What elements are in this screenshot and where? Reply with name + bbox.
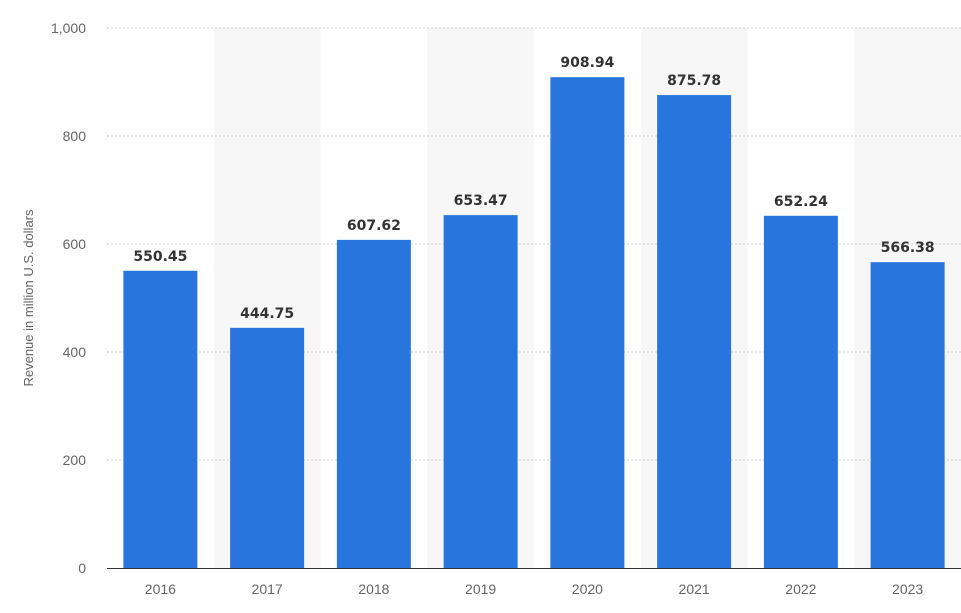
x-tick-label-2020: 2020	[572, 581, 603, 597]
bar-2018	[336, 239, 411, 568]
x-tick-label-2019: 2019	[465, 581, 496, 597]
x-tick-label-2021: 2021	[679, 581, 710, 597]
bar-2020	[550, 77, 625, 569]
data-label-2022: 652.24	[774, 194, 828, 210]
x-axis-ticks: 2016 2017 2018 2019 2020 2021 2022 2023	[145, 581, 924, 597]
bar-2019	[443, 215, 518, 568]
bar-2016	[123, 270, 198, 568]
data-label-2021: 875.78	[667, 73, 721, 89]
data-label-2018: 607.62	[347, 218, 401, 234]
data-label-2017: 444.75	[240, 306, 294, 322]
x-tick-label-2018: 2018	[358, 581, 389, 597]
y-axis-title: Revenue in million U.S. dollars	[21, 209, 36, 387]
data-labels: 550.45 444.75 607.62 653.47 908.94 875.78 652.…	[133, 55, 934, 322]
y-tick-label: 200	[63, 452, 87, 468]
bar-2021	[657, 95, 732, 568]
y-tick-label: 600	[63, 236, 87, 252]
x-tick-label-2023: 2023	[892, 581, 923, 597]
x-tick-label-2017: 2017	[252, 581, 283, 597]
bars	[123, 77, 945, 569]
x-tick-label-2016: 2016	[145, 581, 176, 597]
y-tick-label: 0	[78, 560, 86, 576]
data-label-2019: 653.47	[454, 193, 508, 209]
bar-2023	[870, 262, 945, 568]
y-axis-ticks: 0 200 400 600 800 1,000	[51, 20, 86, 576]
bar-2017	[230, 327, 305, 568]
y-tick-label: 800	[63, 128, 87, 144]
data-label-2016: 550.45	[133, 249, 187, 265]
bar-2022	[763, 215, 838, 568]
x-tick-label-2022: 2022	[785, 581, 816, 597]
data-label-2020: 908.94	[560, 55, 614, 71]
data-label-2023: 566.38	[881, 240, 935, 256]
y-tick-label: 1,000	[51, 20, 86, 36]
y-tick-label: 400	[63, 344, 87, 360]
